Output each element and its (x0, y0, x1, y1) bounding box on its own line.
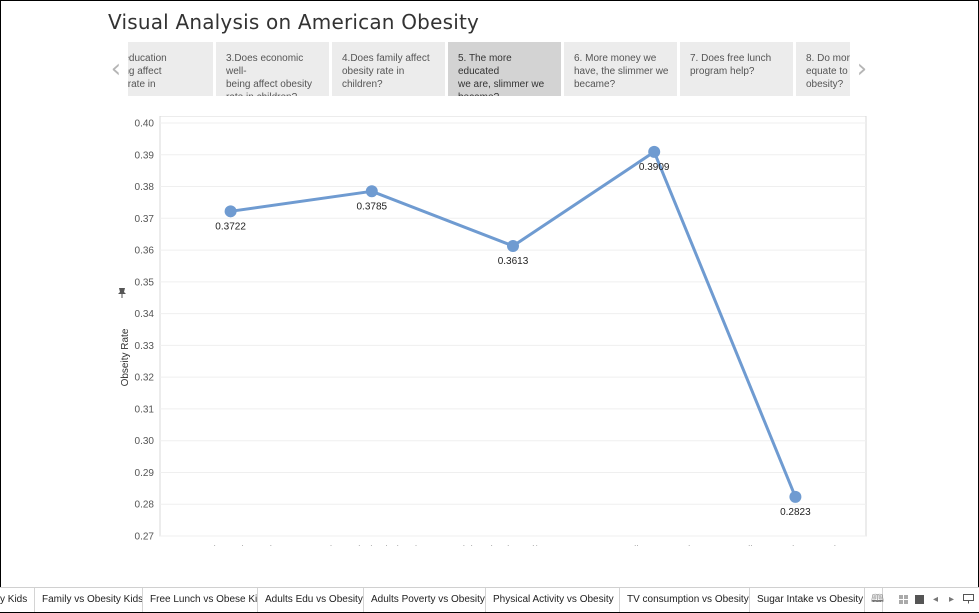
x-tick-label-line: Some College or AA degree (592, 545, 716, 546)
data-point[interactable] (507, 239, 519, 252)
sheet-tab[interactable]: Family vs Obesity Kids (35, 588, 143, 612)
x-tick-label-line: High School Grad/GED or (455, 545, 571, 546)
story-card-line: being affect (128, 66, 162, 77)
y-tick-label: 0.35 (135, 277, 155, 288)
y-tick-label: 0.28 (135, 500, 155, 511)
story-card-3[interactable]: 4.Does family affect obesity rate in child… (332, 42, 445, 96)
story-card-line: 7. Does free lunch (690, 53, 772, 64)
y-tick-label: 0.33 (135, 341, 155, 352)
story-card-line: 5. The more educated (458, 53, 512, 77)
y-tick-label: 0.32 (135, 373, 155, 384)
y-tick-label: 0.36 (135, 246, 155, 257)
story-card-6[interactable]: 7. Does free lunch program help? (680, 42, 793, 96)
story-card-line: es education (128, 53, 167, 64)
data-label: 0.3613 (498, 256, 529, 267)
story-card-line: became? (574, 79, 616, 90)
data-label: 0.2823 (780, 507, 811, 518)
filmstrip-icon[interactable] (915, 595, 925, 610)
story-card-line: obesity? (806, 79, 844, 90)
story-card-line: program help? (690, 66, 755, 77)
story-navigator: ‹ es education being affect sity rate in 3.… (100, 42, 875, 96)
x-tick-label-line: Less Than 9th Grade (184, 545, 278, 546)
x-tick-label-line: 9-12th Grade (Includes those (307, 545, 437, 546)
data-label: 0.3909 (639, 162, 670, 173)
story-card-line: 3.Does economic well- (226, 53, 304, 77)
story-card-4[interactable]: 5. The more educated we are, slimmer webe… (448, 42, 561, 96)
sheet-tab-bar: y Kids Family vs Obesity Kids Free Lunch v… (0, 587, 979, 612)
data-label: 0.3785 (357, 201, 388, 212)
prev-sheet-button[interactable]: ◂ (933, 594, 939, 605)
x-tick-label: Some College or AA degree (592, 545, 716, 546)
y-tick-label: 0.31 (135, 404, 155, 415)
y-tick-label: 0.38 (135, 182, 155, 193)
y-tick-label: 0.39 (135, 150, 155, 161)
y-tick-label: 0.40 (135, 119, 155, 130)
y-tick-label: 0.30 (135, 436, 155, 447)
story-card-line: sity rate in (128, 79, 156, 90)
story-card-line: 8. Do more (806, 53, 850, 64)
plot-frame (159, 115, 867, 537)
series-line[interactable] (230, 150, 797, 498)
data-label: 0.3722 (215, 221, 246, 232)
next-sheet-button[interactable]: ▸ (949, 594, 955, 605)
story-card-line: we are, slimmer we (458, 79, 545, 90)
y-tick-label: 0.37 (135, 214, 155, 225)
sheet-tab[interactable]: TV consumption vs Obesity (620, 588, 750, 612)
sheet-tab[interactable]: Physical Activity vs Obesity (486, 588, 620, 612)
story-card-line: became? (458, 91, 555, 96)
story-card-1[interactable]: es education being affect sity rate in (128, 42, 213, 96)
x-tick-label: High School Grad/GED orEquivalent (455, 545, 571, 546)
story-card-line: 6. More money we (574, 53, 657, 64)
x-tick-label: Less Than 9th Grade (184, 545, 278, 546)
story-card-7[interactable]: 8. Do more equate to l obesity? (796, 42, 850, 96)
y-tick-label: 0.29 (135, 468, 155, 479)
sheet-tab[interactable]: … (865, 588, 883, 612)
x-tick-label: College Graduate or above (735, 545, 856, 546)
story-card-line: children? (342, 79, 383, 90)
y-tick-label: 0.27 (135, 532, 155, 543)
y-axis-title: Obseity Rate (120, 328, 131, 386)
book-icon[interactable]: 🕮 (871, 593, 884, 605)
data-point[interactable] (224, 205, 237, 218)
sheet-tab[interactable]: y Kids (0, 588, 35, 612)
x-tick-label: 9-12th Grade (Includes thosewith no dipl… (307, 545, 437, 546)
x-tick-label-line: College Graduate or above (735, 545, 856, 546)
page-title: Visual Analysis on American Obesity (108, 10, 480, 34)
sheet-tab[interactable]: Adults Poverty vs Obesity (364, 588, 486, 612)
story-card-line: being affect obesity (226, 79, 312, 90)
sheet-tab[interactable]: Adults Edu vs Obesity (258, 588, 364, 612)
story-card-2[interactable]: 3.Does economic well-being affect obesit… (216, 42, 329, 96)
sheet-tab[interactable]: Sugar Intake vs Obesity (750, 588, 865, 612)
presentation-icon[interactable] (963, 594, 974, 609)
story-cards: es education being affect sity rate in 3.Do… (128, 42, 850, 96)
story-card-5[interactable]: 6. More money we have, the slimmer we beca… (564, 42, 677, 96)
data-point[interactable] (648, 145, 661, 158)
grid-view-icon[interactable] (899, 595, 909, 610)
data-point[interactable] (365, 185, 378, 198)
data-point[interactable] (789, 490, 802, 503)
story-card-line: equate to l (806, 66, 850, 77)
story-card-line: 4.Does family affect (342, 53, 430, 64)
story-card-line: obesity rate in (342, 66, 405, 77)
line-chart: 0.40 0.39 0.38 0.37 0.36 0.35 0.34 0.33 0.32 0.31… (112, 115, 867, 569)
story-card-line: rate in children? (226, 91, 323, 96)
story-card-line: have, the slimmer we (574, 66, 669, 77)
pin-icon[interactable] (116, 286, 128, 298)
sheet-tab[interactable]: Free Lunch vs Obese Kid (143, 588, 258, 612)
chevron-left-icon[interactable]: ‹ (110, 54, 122, 84)
y-tick-label: 0.34 (135, 309, 155, 320)
chevron-right-icon[interactable]: › (856, 54, 868, 84)
chart-svg: 0.40 0.39 0.38 0.37 0.36 0.35 0.34 0.33 0.32 0.31… (120, 115, 867, 569)
